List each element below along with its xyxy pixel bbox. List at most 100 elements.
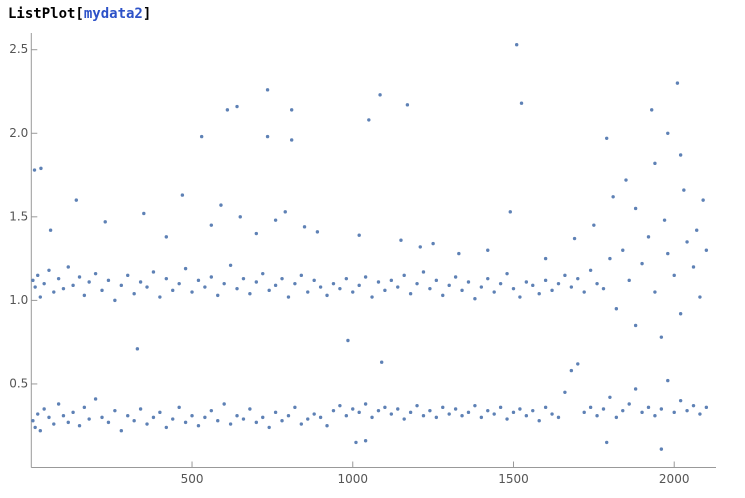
point [77, 424, 82, 428]
point [171, 288, 175, 293]
point [611, 195, 615, 199]
point [531, 283, 535, 288]
point [315, 230, 320, 234]
point [87, 280, 91, 284]
point [396, 407, 400, 411]
point [93, 397, 98, 401]
point [216, 293, 220, 298]
point [505, 417, 509, 421]
point [77, 275, 82, 279]
point [100, 288, 104, 293]
point [460, 413, 464, 418]
point [344, 413, 349, 418]
point [331, 408, 336, 413]
point [379, 360, 384, 364]
point [61, 286, 66, 291]
point [376, 280, 381, 284]
point [640, 410, 644, 415]
point [399, 238, 403, 242]
point [351, 407, 355, 411]
point [267, 425, 271, 430]
point [672, 410, 676, 415]
point [241, 417, 246, 421]
point [514, 42, 519, 47]
point [601, 407, 606, 411]
point [704, 248, 709, 252]
point [286, 295, 291, 299]
point [621, 248, 625, 252]
y-tick-label: 2.0 [9, 126, 28, 140]
point [190, 413, 194, 418]
point [408, 292, 413, 296]
point [151, 270, 156, 274]
point [614, 307, 619, 311]
point [106, 278, 111, 283]
point [39, 166, 43, 171]
point [354, 440, 358, 445]
point [685, 240, 689, 244]
point [550, 288, 554, 293]
point [441, 293, 445, 298]
point [235, 413, 239, 418]
point [254, 420, 259, 425]
point [280, 419, 284, 423]
point [678, 398, 683, 403]
point [653, 290, 657, 294]
point [691, 403, 696, 408]
point [460, 288, 464, 293]
point [576, 276, 580, 281]
point [318, 415, 323, 420]
point [621, 408, 625, 413]
point [293, 281, 297, 286]
point [653, 161, 657, 166]
point [556, 415, 561, 420]
point [273, 283, 278, 288]
point [113, 408, 117, 413]
point [318, 285, 323, 289]
point [640, 261, 644, 266]
point [576, 362, 580, 366]
point [518, 295, 522, 299]
point [434, 278, 439, 283]
point [646, 235, 651, 239]
point [209, 223, 214, 227]
point [601, 286, 606, 291]
point [228, 263, 233, 267]
point [219, 203, 223, 207]
point [453, 407, 458, 411]
point [273, 410, 278, 415]
point [428, 408, 432, 413]
point [383, 405, 387, 410]
point [511, 410, 516, 415]
point [556, 281, 561, 286]
point [164, 276, 169, 281]
point [659, 447, 664, 451]
point [479, 415, 484, 420]
point [71, 283, 75, 288]
point [569, 368, 574, 373]
x-tick-label: 1500 [498, 472, 529, 486]
point [367, 118, 371, 122]
point [633, 387, 638, 391]
point [659, 335, 664, 339]
point [267, 288, 271, 293]
point [74, 198, 79, 202]
point [633, 206, 638, 211]
y-tick-label: 1.0 [9, 293, 28, 307]
point [48, 228, 53, 232]
point [119, 283, 124, 288]
point [235, 104, 239, 109]
point [119, 429, 124, 433]
point [415, 403, 419, 408]
point [71, 410, 75, 415]
point [280, 276, 284, 281]
point [511, 286, 516, 291]
point [595, 413, 599, 418]
point [47, 415, 51, 420]
point [164, 235, 169, 239]
point [378, 93, 382, 97]
point [344, 276, 349, 281]
point [608, 395, 612, 400]
point [33, 425, 37, 430]
